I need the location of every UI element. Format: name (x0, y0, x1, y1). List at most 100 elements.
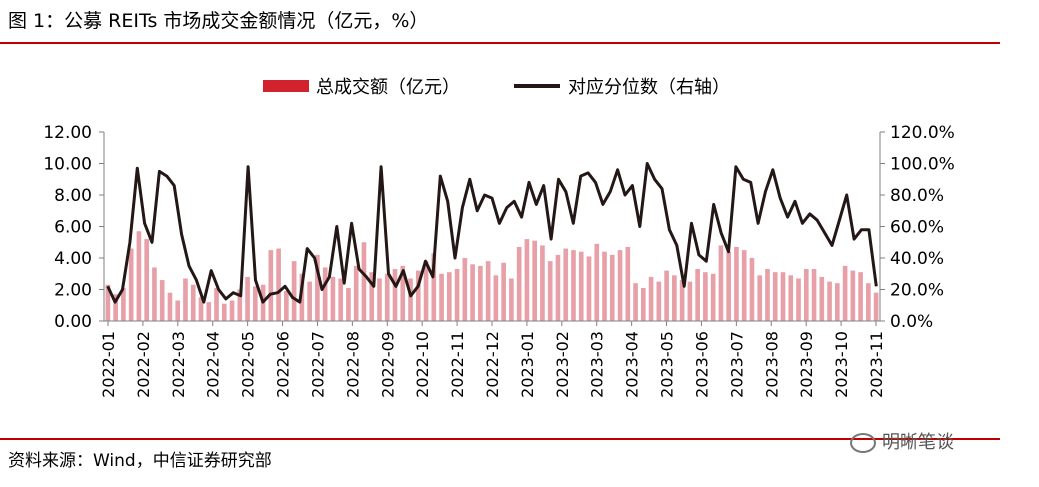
bar (873, 292, 879, 321)
right-tick-label: 120.0% (890, 123, 955, 143)
bar (842, 265, 848, 321)
bar (648, 276, 654, 321)
footer-divider (0, 438, 1000, 440)
bar (679, 280, 685, 321)
x-tick-label: 2023-05 (658, 331, 677, 398)
bar (524, 239, 530, 321)
bar (392, 269, 398, 321)
left-tick-label: 4.00 (54, 249, 92, 269)
bar (377, 278, 382, 321)
x-tick-label: 2023-04 (623, 331, 642, 398)
bar (866, 283, 871, 321)
bar (796, 278, 801, 321)
quantile-line (106, 162, 878, 304)
x-tick-label: 2023-03 (588, 331, 607, 398)
x-tick-label: 2023-06 (692, 331, 711, 398)
right-tick-label: 100.0% (890, 155, 955, 175)
x-tick-label: 2022-05 (239, 331, 258, 398)
bar (586, 256, 592, 321)
bar (322, 267, 328, 321)
right-tick-label: 80.0% (890, 186, 944, 206)
bar (229, 300, 235, 321)
x-tick-label: 2022-12 (483, 331, 502, 398)
bar (850, 270, 856, 321)
bar (214, 287, 219, 321)
bar (672, 275, 677, 321)
bar (509, 278, 514, 321)
bar (578, 251, 584, 321)
left-tick-label: 12.00 (43, 123, 92, 143)
bar (493, 275, 499, 321)
x-tick-label: 2022-06 (274, 331, 293, 398)
source-note: 资料来源：Wind，中信证券研究部 (8, 451, 272, 471)
bar (594, 243, 600, 321)
bar (369, 272, 375, 321)
bar (175, 300, 181, 321)
bar (803, 269, 809, 321)
bar (664, 270, 669, 321)
bar (563, 248, 569, 321)
watermark-text: 明晰笔谈 (882, 432, 954, 453)
bar (400, 265, 406, 321)
line-series (106, 162, 878, 304)
x-tick-label: 2022-10 (413, 331, 432, 398)
legend-bar-swatch (263, 80, 309, 92)
x-tick-label: 2022-04 (204, 331, 223, 398)
bar (656, 281, 662, 321)
bar (734, 246, 739, 321)
bar (765, 269, 770, 321)
bar (811, 269, 817, 321)
bar (478, 265, 483, 321)
bar (190, 284, 196, 321)
x-tick-label: 2023-07 (727, 331, 746, 398)
bar (346, 287, 351, 321)
bar (819, 276, 825, 321)
bar (625, 246, 631, 321)
legend: 总成交额（亿元） 对应分位数（右轴） (263, 77, 730, 98)
bar (687, 281, 693, 321)
bar (291, 261, 297, 321)
bar (454, 269, 460, 321)
bar (408, 278, 413, 321)
bar (695, 269, 700, 321)
bar (198, 297, 204, 321)
bar (284, 291, 289, 321)
bar (609, 254, 615, 321)
bar (718, 245, 724, 321)
right-tick-label: 40.0% (890, 249, 944, 269)
x-tick-label: 2022-07 (308, 331, 327, 398)
bar (571, 250, 576, 321)
bar (602, 251, 607, 321)
bar (315, 254, 320, 321)
bar (167, 292, 173, 321)
bar (144, 239, 150, 321)
bar (245, 276, 250, 321)
left-tick-label: 8.00 (54, 186, 92, 206)
chart: 总成交额（亿元） 对应分位数（右轴） 0.00 2.00 4.00 6.00 8.00 10… (43, 77, 955, 398)
x-tick-label: 2022-02 (134, 331, 153, 398)
left-tick-label: 10.00 (43, 155, 92, 175)
x-tick-label: 2023-09 (797, 331, 816, 398)
bar (446, 272, 452, 321)
bar (555, 254, 561, 321)
wechat-logo-icon (850, 433, 876, 453)
bar (532, 240, 538, 321)
bar (361, 242, 367, 321)
bar (470, 264, 475, 321)
x-tick-label: 2022-03 (169, 331, 188, 398)
right-tick-label: 60.0% (890, 218, 944, 238)
bar (617, 250, 623, 321)
bar (276, 248, 281, 321)
bar (353, 265, 359, 321)
bar (834, 283, 840, 321)
bar (772, 272, 778, 321)
x-tick-label: 2022-09 (378, 331, 397, 398)
right-tick-label: 0.0% (890, 312, 933, 332)
bar (439, 273, 444, 321)
bar (121, 287, 126, 321)
bar (252, 286, 258, 321)
bar (547, 261, 553, 321)
bar (741, 250, 747, 321)
bar (780, 272, 786, 321)
bar (338, 278, 344, 321)
